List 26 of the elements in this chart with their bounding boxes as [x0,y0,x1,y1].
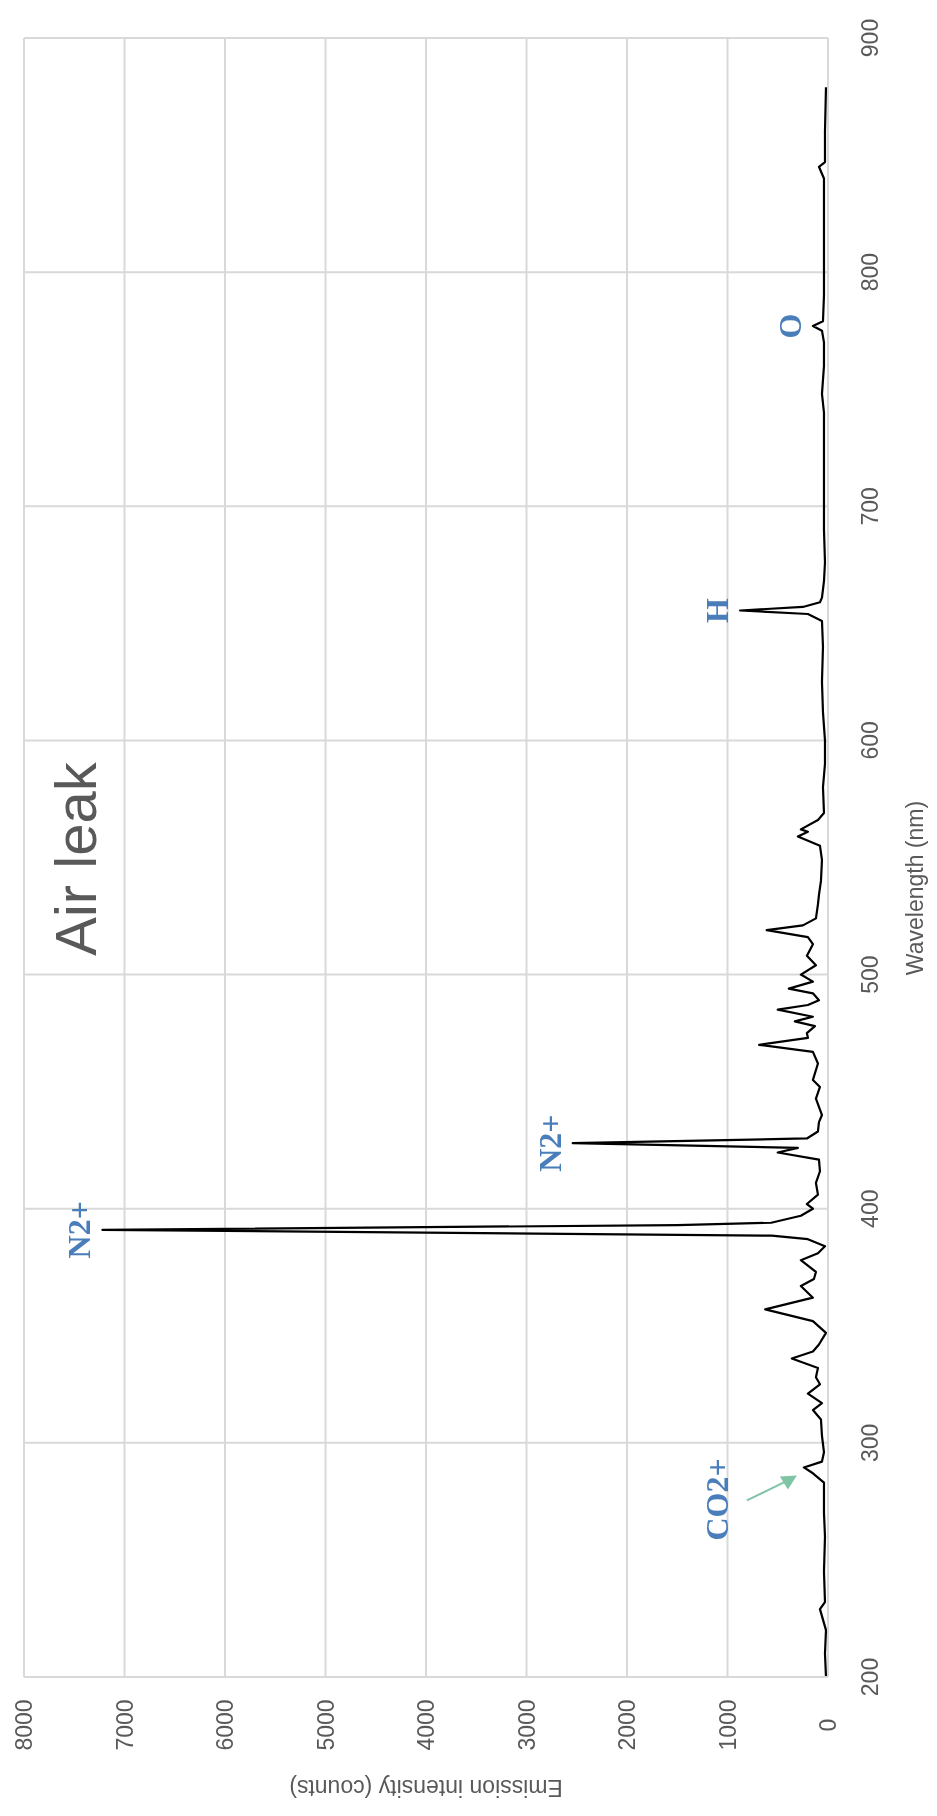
line-series [101,86,828,1677]
y-axis-title: Wavelength (nm) [901,800,929,975]
x-tick-label: 2000 [614,1699,640,1751]
x-tick-label: 1000 [714,1699,741,1751]
y-tick-label: 800 [857,252,883,292]
y-tick-label: 300 [857,1423,883,1463]
x-tick-label: 8000 [11,1699,37,1751]
x-tick-label: 0 [815,1718,841,1732]
y-tick-label: 200 [857,1657,883,1697]
x-tick-label: 4000 [413,1699,439,1751]
y-tick-label: 700 [857,487,883,526]
x-axis-title: Emission intensity (counts) [289,1773,563,1801]
y-tick-label: 900 [857,18,883,58]
y-tick-label: 600 [857,721,883,760]
x-tick-label: 3000 [513,1699,540,1751]
annotation: N2+ [61,1201,98,1259]
y-tick-label: 400 [857,1189,883,1228]
annotation: H [699,597,736,623]
y-tick-label: 500 [857,955,883,994]
x-tick-label: 6000 [212,1699,238,1751]
text: Air leak [41,762,109,956]
x-tick-label: 7000 [111,1699,138,1751]
annotation: O [771,313,808,339]
annotation: N2+ [531,1114,568,1172]
annotation: CO2+ [698,1458,735,1541]
x-tick-label: 5000 [312,1699,339,1751]
